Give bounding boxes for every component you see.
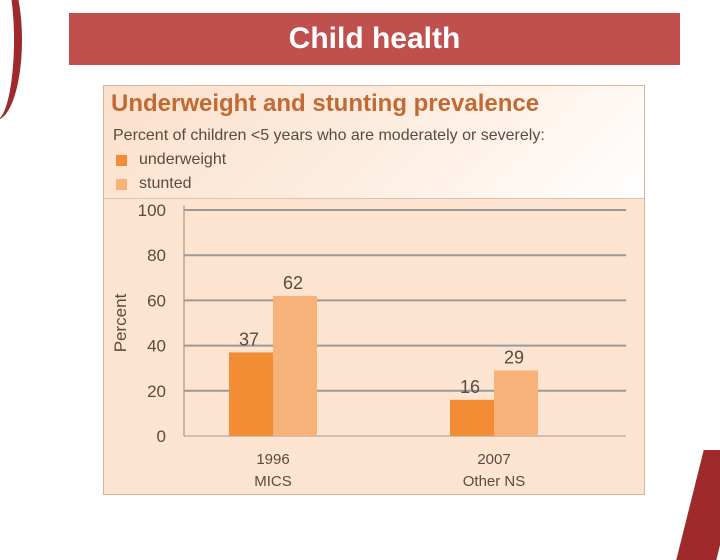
chart-panel: Underweight and stunting prevalence Perc… [103, 85, 645, 495]
bar-underweight-2007 [450, 399, 494, 436]
chart-header: Underweight and stunting prevalence Perc… [104, 86, 644, 199]
decorative-swoosh-right [676, 450, 720, 560]
y-tick-label-60: 60 [147, 291, 166, 310]
y-tick-label-20: 20 [147, 382, 166, 401]
data-label-stunted-2007: 29 [504, 347, 524, 367]
bar-chart-plot: 0 20 40 60 80 100 Percent 37 62 1996 MICS 16 29 2007 O… [111, 201, 626, 490]
x-tick-label-year-1996: 1996 [256, 451, 289, 468]
bar-stunted-1996 [273, 295, 317, 436]
slide-title: Child health [288, 22, 461, 55]
y-tick-label-100: 100 [138, 201, 166, 220]
slide-title-banner: Child health [69, 13, 680, 65]
legend-item-stunted: stunted [116, 175, 191, 193]
x-tick-label-year-2007: 2007 [477, 451, 510, 468]
bar-stunted-2007 [494, 370, 538, 436]
data-label-underweight-2007: 16 [460, 377, 480, 397]
legend-label-stunted: stunted [139, 175, 192, 192]
x-tick-label-source-1996: MICS [254, 473, 292, 490]
legend-swatch-stunted [116, 178, 127, 190]
y-axis-label: Percent [111, 293, 130, 352]
data-label-stunted-1996: 62 [283, 273, 303, 293]
chart-subtitle: Percent of children <5 years who are mod… [113, 127, 545, 144]
legend-item-underweight: underweight [116, 151, 226, 169]
chart-title: Underweight and stunting prevalence [111, 90, 540, 117]
legend-swatch-underweight [116, 154, 127, 166]
decorative-swoosh-left [0, 0, 22, 120]
bar-underweight-1996 [229, 352, 273, 436]
legend-label-underweight: underweight [139, 151, 227, 168]
y-tick-label-0: 0 [157, 427, 166, 446]
y-tick-label-40: 40 [147, 337, 166, 356]
y-tick-label-80: 80 [147, 246, 166, 265]
x-tick-label-source-2007: Other NS [463, 473, 526, 490]
data-label-underweight-1996: 37 [239, 329, 259, 349]
